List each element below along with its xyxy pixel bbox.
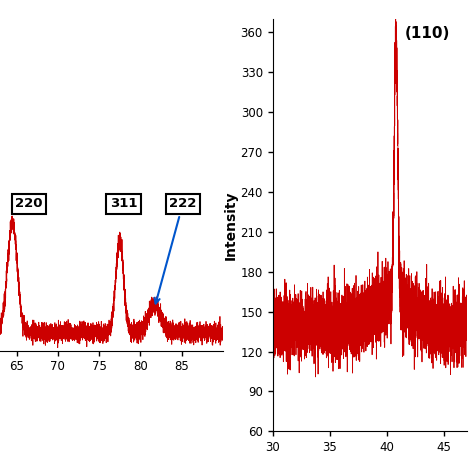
Text: 222: 222 (155, 197, 197, 303)
Text: 220: 220 (15, 197, 42, 210)
Text: 311: 311 (110, 197, 137, 210)
Text: (110): (110) (405, 26, 450, 41)
Y-axis label: Intensity: Intensity (224, 191, 237, 260)
